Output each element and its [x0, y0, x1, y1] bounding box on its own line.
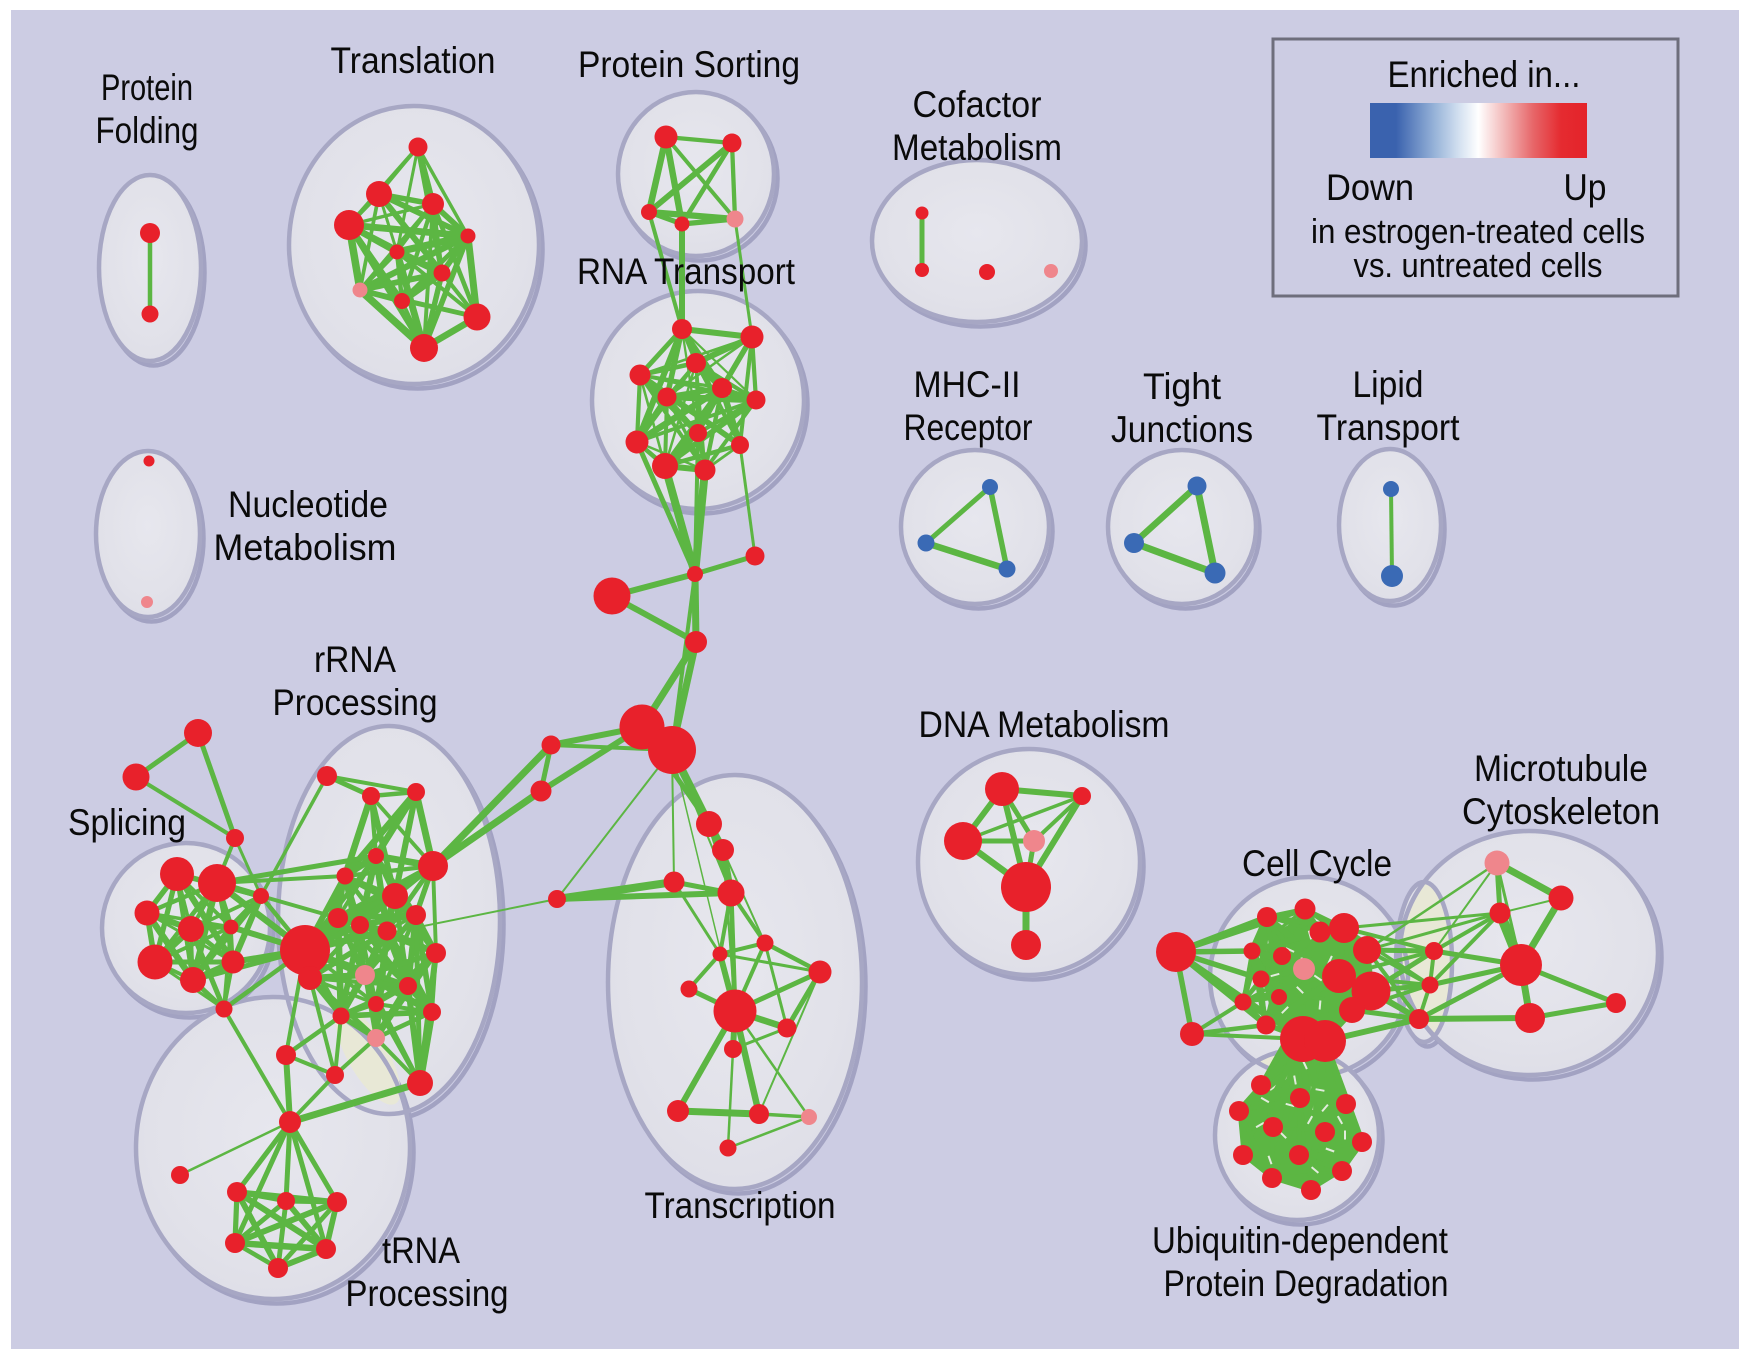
svg-text:Protein Degradation: Protein Degradation	[1164, 1263, 1449, 1304]
svg-text:Microtubule: Microtubule	[1474, 748, 1648, 789]
svg-text:Translation: Translation	[331, 40, 496, 81]
svg-text:Receptor: Receptor	[904, 407, 1033, 448]
svg-text:tRNA: tRNA	[382, 1230, 460, 1271]
svg-text:MHC-II: MHC-II	[914, 364, 1021, 405]
svg-text:Tight: Tight	[1143, 366, 1222, 407]
svg-text:Down: Down	[1326, 167, 1414, 208]
svg-text:DNA Metabolism: DNA Metabolism	[919, 704, 1170, 745]
svg-text:Cytoskeleton: Cytoskeleton	[1462, 791, 1660, 832]
svg-text:in estrogen-treated cells: in estrogen-treated cells	[1311, 213, 1645, 251]
svg-text:Cell Cycle: Cell Cycle	[1242, 843, 1392, 884]
svg-text:Ubiquitin-dependent: Ubiquitin-dependent	[1152, 1220, 1449, 1261]
svg-text:Processing: Processing	[346, 1273, 509, 1314]
svg-text:Protein Sorting: Protein Sorting	[578, 44, 800, 85]
svg-text:Processing: Processing	[273, 682, 438, 723]
svg-text:rRNA: rRNA	[314, 639, 396, 680]
svg-text:Transcription: Transcription	[645, 1185, 836, 1226]
svg-text:Enriched in...: Enriched in...	[1388, 54, 1581, 95]
svg-text:Protein: Protein	[101, 67, 193, 108]
svg-text:Nucleotide: Nucleotide	[228, 484, 388, 525]
svg-text:RNA Transport: RNA Transport	[577, 251, 796, 292]
svg-text:Up: Up	[1564, 167, 1607, 208]
svg-text:Transport: Transport	[1317, 407, 1461, 448]
svg-text:Lipid: Lipid	[1353, 364, 1424, 405]
svg-text:Folding: Folding	[96, 110, 199, 151]
svg-text:Junctions: Junctions	[1111, 409, 1253, 450]
svg-text:Splicing: Splicing	[68, 802, 186, 843]
svg-text:Metabolism: Metabolism	[892, 127, 1062, 168]
svg-text:Cofactor: Cofactor	[913, 84, 1042, 125]
svg-text:vs. untreated cells: vs. untreated cells	[1354, 247, 1603, 285]
svg-text:Metabolism: Metabolism	[214, 527, 397, 568]
